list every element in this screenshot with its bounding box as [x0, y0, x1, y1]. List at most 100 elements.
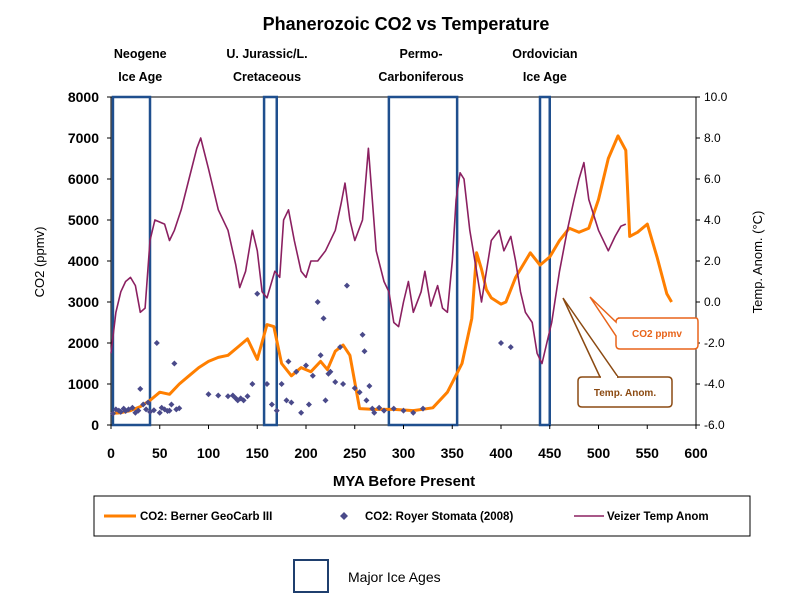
ice-age-label-3-line1: Ordovician [512, 47, 577, 61]
royer-point-60 [356, 389, 363, 396]
royer-point-27 [215, 392, 222, 399]
y-axis-label: CO2 (ppmv) [32, 227, 47, 298]
royer-point-68 [381, 407, 387, 414]
royer-point-45 [298, 409, 305, 416]
royer-point-70 [400, 407, 407, 414]
callout-co2-text: CO2 ppmv [632, 329, 682, 340]
royer-point-10 [137, 385, 144, 392]
royer-point-59 [351, 385, 358, 392]
x-tick-7: 350 [441, 445, 465, 461]
legend-label-royer: CO2: Royer Stomata (2008) [365, 511, 513, 523]
x-tick-3: 150 [246, 445, 270, 461]
royer-point-44 [293, 368, 300, 375]
left-axis-ticks: 0 1000 2000 3000 4000 5000 6000 7000 8000 [68, 89, 111, 433]
legend: CO2: Berner GeoCarb III CO2: Royer Stomat… [104, 511, 709, 523]
ice-age-key-label: Major Ice Ages [348, 569, 441, 585]
royer-point-55 [332, 378, 339, 385]
left-tick-4: 4000 [68, 253, 99, 269]
royer-point-23 [171, 360, 178, 367]
royer-point-48 [309, 372, 316, 379]
royer-point-17 [156, 409, 163, 416]
ice-age-box-0 [111, 95, 152, 427]
x-tick-9: 450 [538, 445, 562, 461]
royer-point-25 [176, 405, 183, 412]
ice-age-label-2-line2: Carboniferous [378, 70, 463, 84]
royer-point-9 [135, 407, 142, 414]
royer-point-65 [369, 405, 376, 412]
royer-point-36 [254, 290, 261, 297]
right-tick-6: 6.0 [704, 172, 721, 186]
left-tick-8: 8000 [68, 89, 99, 105]
royer-point-41 [283, 397, 290, 404]
ice-age-label-1-line2: Cretaceous [233, 70, 301, 84]
ice-age-box-3 [538, 95, 551, 427]
series-layer [109, 134, 673, 417]
royer-point-69 [390, 405, 397, 412]
callout-temp-shape [577, 376, 673, 408]
right-axis-ticks: -6.0 -4.0 -2.0 0.0 2.0 4.0 6.0 8.0 10.0 [696, 90, 728, 432]
series-veizer-temp [110, 137, 627, 365]
legend-label-veizer: Veizer Temp Anom [607, 511, 709, 523]
royer-point-34 [244, 393, 251, 400]
royer-point-3 [117, 408, 124, 415]
x-tick-2: 100 [197, 445, 221, 461]
x-tick-5: 250 [343, 445, 367, 461]
ice-age-label-0-line2: Ice Age [118, 70, 162, 84]
ice-age-label-1-line1: U. Jurassic/L. [226, 47, 307, 61]
royer-point-50 [317, 352, 324, 359]
royer-point-63 [363, 397, 370, 404]
royer-point-62 [361, 348, 368, 355]
royer-point-67 [376, 404, 383, 411]
x-tick-8: 400 [489, 445, 513, 461]
ice-age-labels: Neogene Ice Age U. Jurassic/L. Cretaceous Pe… [114, 47, 578, 84]
x-tick-1: 50 [152, 445, 168, 461]
royer-point-15 [150, 407, 157, 414]
royer-point-26 [205, 391, 212, 398]
x-axis-ticks: 0 50 100 150 200 250 300 350 400 450 500 550 600 [107, 425, 708, 461]
royer-point-47 [305, 401, 312, 408]
x-tick-10: 500 [587, 445, 611, 461]
legend-label-berner: CO2: Berner GeoCarb III [140, 511, 272, 523]
royer-point-49 [314, 299, 321, 305]
royer-point-40 [278, 381, 285, 387]
royer-point-35 [249, 381, 256, 387]
royer-point-43 [288, 399, 295, 406]
right-tick-3: 0.0 [704, 295, 721, 309]
ice-age-label-0-line1: Neogene [114, 47, 167, 61]
legend-box [93, 495, 751, 537]
royer-point-73 [498, 340, 504, 346]
right-tick-2: -2.0 [704, 336, 725, 350]
royer-point-11 [140, 401, 147, 408]
right-tick-7: 8.0 [704, 131, 721, 145]
royer-point-12 [143, 406, 150, 413]
royer-point-0 [109, 410, 116, 417]
royer-point-61 [359, 331, 366, 338]
ice-age-label-3-line2: Ice Age [523, 70, 567, 84]
ice-age-box-2 [387, 95, 459, 427]
royer-point-64 [366, 383, 373, 390]
royer-point-42 [285, 358, 292, 365]
ice-age-key-swatch [293, 559, 329, 593]
y2-axis-label: Temp. Anom. (°C) [750, 211, 765, 314]
royer-point-56 [337, 344, 344, 351]
right-tick-8: 10.0 [704, 90, 728, 104]
x-axis-label: MYA Before Present [333, 473, 475, 490]
royer-point-52 [322, 397, 329, 404]
royer-point-16 [153, 340, 160, 346]
royer-point-54 [327, 368, 334, 375]
ice-age-boxes [111, 95, 551, 427]
royer-point-46 [303, 362, 309, 369]
royer-point-28 [225, 393, 231, 400]
chart-title: Phanerozoic CO2 vs Temperature [263, 14, 550, 34]
left-tick-0: 0 [91, 417, 99, 433]
royer-point-37 [264, 381, 270, 387]
left-tick-2: 2000 [68, 335, 99, 351]
royer-point-74 [507, 344, 514, 351]
legend-swatch-royer [340, 512, 348, 520]
ice-age-box-1 [262, 95, 279, 427]
royer-point-22 [168, 401, 175, 408]
royer-point-33 [240, 397, 247, 404]
royer-point-71 [410, 409, 417, 416]
callout-temp-text: Temp. Anom. [594, 388, 656, 399]
